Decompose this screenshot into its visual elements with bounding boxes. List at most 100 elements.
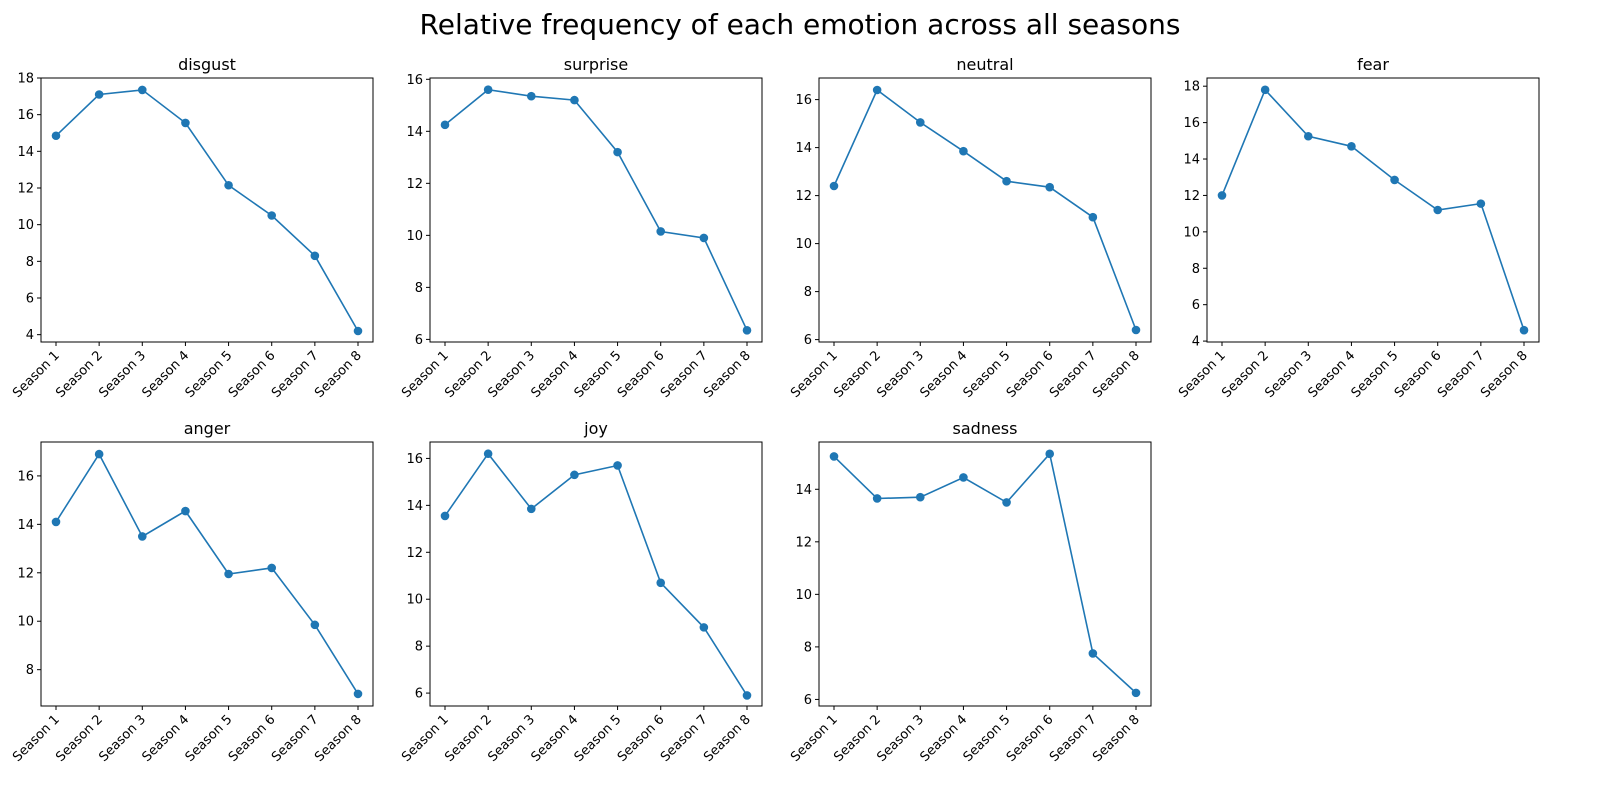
- data-point: [224, 569, 233, 579]
- subplot-title: disgust: [178, 55, 236, 74]
- x-tick-label: Season 8: [701, 348, 754, 401]
- y-tick-label: 8: [415, 281, 423, 296]
- y-tick-label: 6: [804, 333, 812, 348]
- data-point: [915, 118, 925, 127]
- data-point: [137, 532, 147, 541]
- data-point: [440, 120, 450, 130]
- data-point: [613, 147, 622, 157]
- y-tick-label: 14: [406, 125, 423, 140]
- series-line: [1221, 88, 1525, 331]
- y-tick-label: 14: [17, 518, 34, 533]
- x-tick-label: Season 8: [1090, 712, 1143, 765]
- y-tick-label: 18: [1183, 80, 1200, 95]
- data-point: [1002, 176, 1011, 186]
- y-tick-label: 6: [804, 693, 812, 708]
- data-point: [959, 473, 968, 482]
- series-line: [833, 88, 1137, 331]
- data-point: [483, 449, 493, 459]
- data-point: [51, 517, 61, 527]
- y-tick-label: 14: [795, 141, 812, 156]
- y-tick-label: 6: [415, 687, 423, 702]
- axes-frame: [40, 77, 374, 343]
- y-tick-label: 14: [17, 145, 34, 160]
- axes-frame: [818, 77, 1152, 343]
- x-tick-label: Season 8: [1090, 348, 1143, 401]
- subplot-title: fear: [1357, 55, 1389, 74]
- series-line: [833, 452, 1137, 694]
- y-tick-label: 10: [795, 237, 812, 252]
- y-tick-label: 12: [406, 546, 423, 561]
- y-tick-label: 8: [804, 285, 812, 300]
- axes-frame: [818, 441, 1152, 707]
- data-point: [959, 146, 968, 156]
- series-line: [55, 452, 359, 695]
- y-tick-label: 16: [406, 73, 423, 88]
- y-tick-label: 18: [17, 72, 34, 87]
- y-tick-label: 16: [406, 452, 423, 467]
- data-point: [353, 326, 363, 336]
- data-point: [51, 131, 61, 141]
- data-point: [1260, 85, 1270, 95]
- data-point: [353, 689, 363, 699]
- data-point: [742, 691, 752, 700]
- data-point: [526, 91, 536, 101]
- data-point: [915, 492, 925, 502]
- y-tick-label: 10: [406, 593, 423, 608]
- series-line: [444, 88, 748, 331]
- axes-frame: [429, 77, 763, 343]
- y-tick-label: 14: [406, 499, 423, 514]
- data-point: [440, 511, 450, 521]
- data-point: [742, 325, 752, 335]
- data-point: [1088, 212, 1098, 222]
- data-point: [570, 470, 579, 480]
- data-point: [1088, 649, 1098, 658]
- y-tick-label: 4: [1192, 335, 1200, 350]
- x-tick-label: Season 8: [701, 712, 754, 765]
- y-tick-label: 8: [1192, 262, 1200, 277]
- figure-title: Relative frequency of each emotion acros…: [419, 8, 1181, 41]
- y-tick-label: 4: [26, 328, 34, 343]
- y-tick-label: 12: [795, 189, 812, 204]
- data-point: [699, 233, 709, 243]
- y-tick-label: 12: [17, 182, 34, 197]
- data-point: [1347, 141, 1356, 151]
- y-tick-label: 6: [1192, 298, 1200, 313]
- axes-frame: [429, 441, 763, 707]
- data-point: [1303, 131, 1313, 141]
- subplot-title: sadness: [953, 419, 1018, 438]
- data-point: [1217, 191, 1227, 200]
- y-tick-label: 10: [17, 218, 34, 233]
- data-point: [570, 95, 579, 105]
- series-line: [444, 452, 748, 696]
- y-tick-label: 10: [17, 615, 34, 630]
- y-tick-label: 6: [415, 333, 423, 348]
- data-point: [656, 227, 666, 236]
- data-point: [1476, 199, 1486, 208]
- x-tick-label: Season 8: [312, 348, 365, 401]
- y-tick-label: 6: [26, 292, 34, 307]
- data-point: [656, 578, 666, 588]
- data-point: [829, 452, 839, 461]
- data-point: [310, 251, 320, 261]
- data-point: [94, 449, 104, 459]
- data-point: [526, 504, 536, 514]
- data-point: [1433, 205, 1443, 215]
- data-point: [224, 180, 233, 190]
- data-point: [1131, 325, 1141, 335]
- data-point: [1002, 498, 1011, 507]
- data-point: [181, 118, 190, 128]
- data-point: [483, 85, 493, 95]
- data-point: [829, 181, 839, 191]
- axes-frame: [1206, 77, 1540, 343]
- data-point: [267, 211, 277, 220]
- subplot-title: anger: [184, 419, 231, 438]
- data-point: [1390, 175, 1399, 185]
